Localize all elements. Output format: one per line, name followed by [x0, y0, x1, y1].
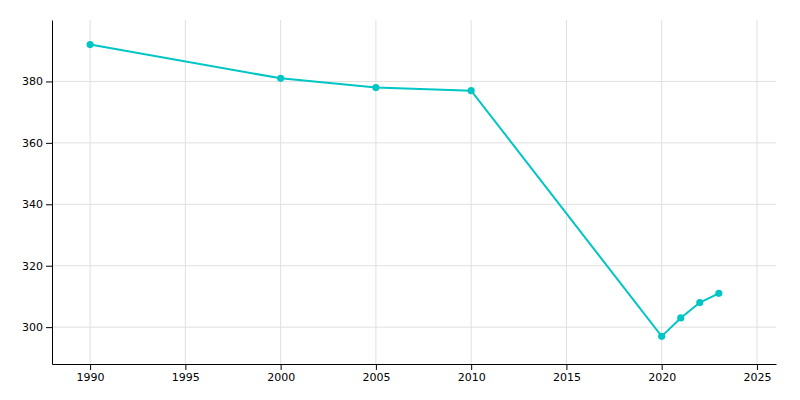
plot-area: 1990 1995 2000 2005 2010 2015 2020 2025 300 320 34…: [22, 20, 777, 384]
y-tick: 340: [22, 198, 52, 211]
y-axis-line: [52, 21, 53, 365]
point: [277, 75, 284, 82]
y-tick: 360: [22, 137, 52, 150]
x-tick-label: 1995: [172, 371, 200, 384]
line: [90, 45, 719, 337]
y-axis: 300 320 340 360 380: [22, 21, 53, 365]
point: [372, 84, 379, 91]
x-tick-mark: [566, 364, 567, 370]
x-tick-mark: [376, 364, 377, 370]
x-tick-mark: [662, 364, 663, 370]
y-tick-mark: [46, 81, 52, 82]
y-tick-mark: [46, 204, 52, 205]
y-grid-line: [52, 327, 776, 328]
point: [658, 333, 665, 340]
x-tick-mark: [185, 364, 186, 370]
y-grid-line: [52, 81, 776, 82]
series: [87, 41, 723, 340]
x-grid-line: [280, 20, 281, 364]
x-grid-line: [185, 20, 186, 364]
grid: [52, 20, 776, 364]
x-tick-label: 2005: [362, 371, 390, 384]
x-grid-line: [661, 20, 662, 364]
x-tick: 2010: [458, 364, 486, 384]
x-axis-line: [53, 364, 777, 365]
x-axis: 1990 1995 2000 2005 2010 2015 2020 2025: [53, 364, 777, 384]
y-tick-mark: [46, 266, 52, 267]
x-tick-mark: [281, 364, 282, 370]
x-grid-line: [566, 20, 567, 364]
x-tick-label: 2010: [458, 371, 486, 384]
x-tick: 2000: [267, 364, 295, 384]
x-tick: 2025: [743, 364, 771, 384]
y-tick: 300: [22, 321, 52, 334]
x-tick-mark: [757, 364, 758, 370]
chart-svg: 1990 1995 2000 2005 2010 2015 2020 2025 300 320 34…: [0, 0, 800, 400]
x-tick-mark: [471, 364, 472, 370]
y-tick-label: 300: [22, 321, 43, 334]
x-grid-line: [471, 20, 472, 364]
y-tick-label: 340: [22, 198, 43, 211]
y-tick: 380: [22, 75, 52, 88]
y-tick-label: 360: [22, 137, 43, 150]
x-tick: 2015: [553, 364, 581, 384]
chart-container: 1990 1995 2000 2005 2010 2015 2020 2025 300 320 34…: [0, 0, 800, 400]
point: [87, 41, 94, 48]
x-grid-line: [375, 20, 376, 364]
x-grid-line: [756, 20, 757, 364]
y-tick-mark: [46, 327, 52, 328]
point: [677, 314, 684, 321]
y-tick-label: 380: [22, 75, 43, 88]
x-grid-line: [90, 20, 91, 364]
x-tick: 2020: [648, 364, 676, 384]
y-grid-line: [52, 142, 776, 143]
x-tick: 1995: [172, 364, 200, 384]
x-tick-label: 1990: [77, 371, 105, 384]
y-grid-line: [52, 204, 776, 205]
x-tick: 1990: [77, 364, 105, 384]
point: [468, 87, 475, 94]
y-tick-label: 320: [22, 260, 43, 273]
x-tick-label: 2015: [553, 371, 581, 384]
x-tick: 2005: [362, 364, 390, 384]
y-tick-mark: [46, 143, 52, 144]
x-tick-label: 2020: [648, 371, 676, 384]
y-tick: 320: [22, 260, 52, 273]
point: [715, 290, 722, 297]
x-tick-label: 2000: [267, 371, 295, 384]
x-tick-mark: [90, 364, 91, 370]
x-tick-label: 2025: [743, 371, 771, 384]
point: [696, 299, 703, 306]
y-grid-line: [52, 265, 776, 266]
